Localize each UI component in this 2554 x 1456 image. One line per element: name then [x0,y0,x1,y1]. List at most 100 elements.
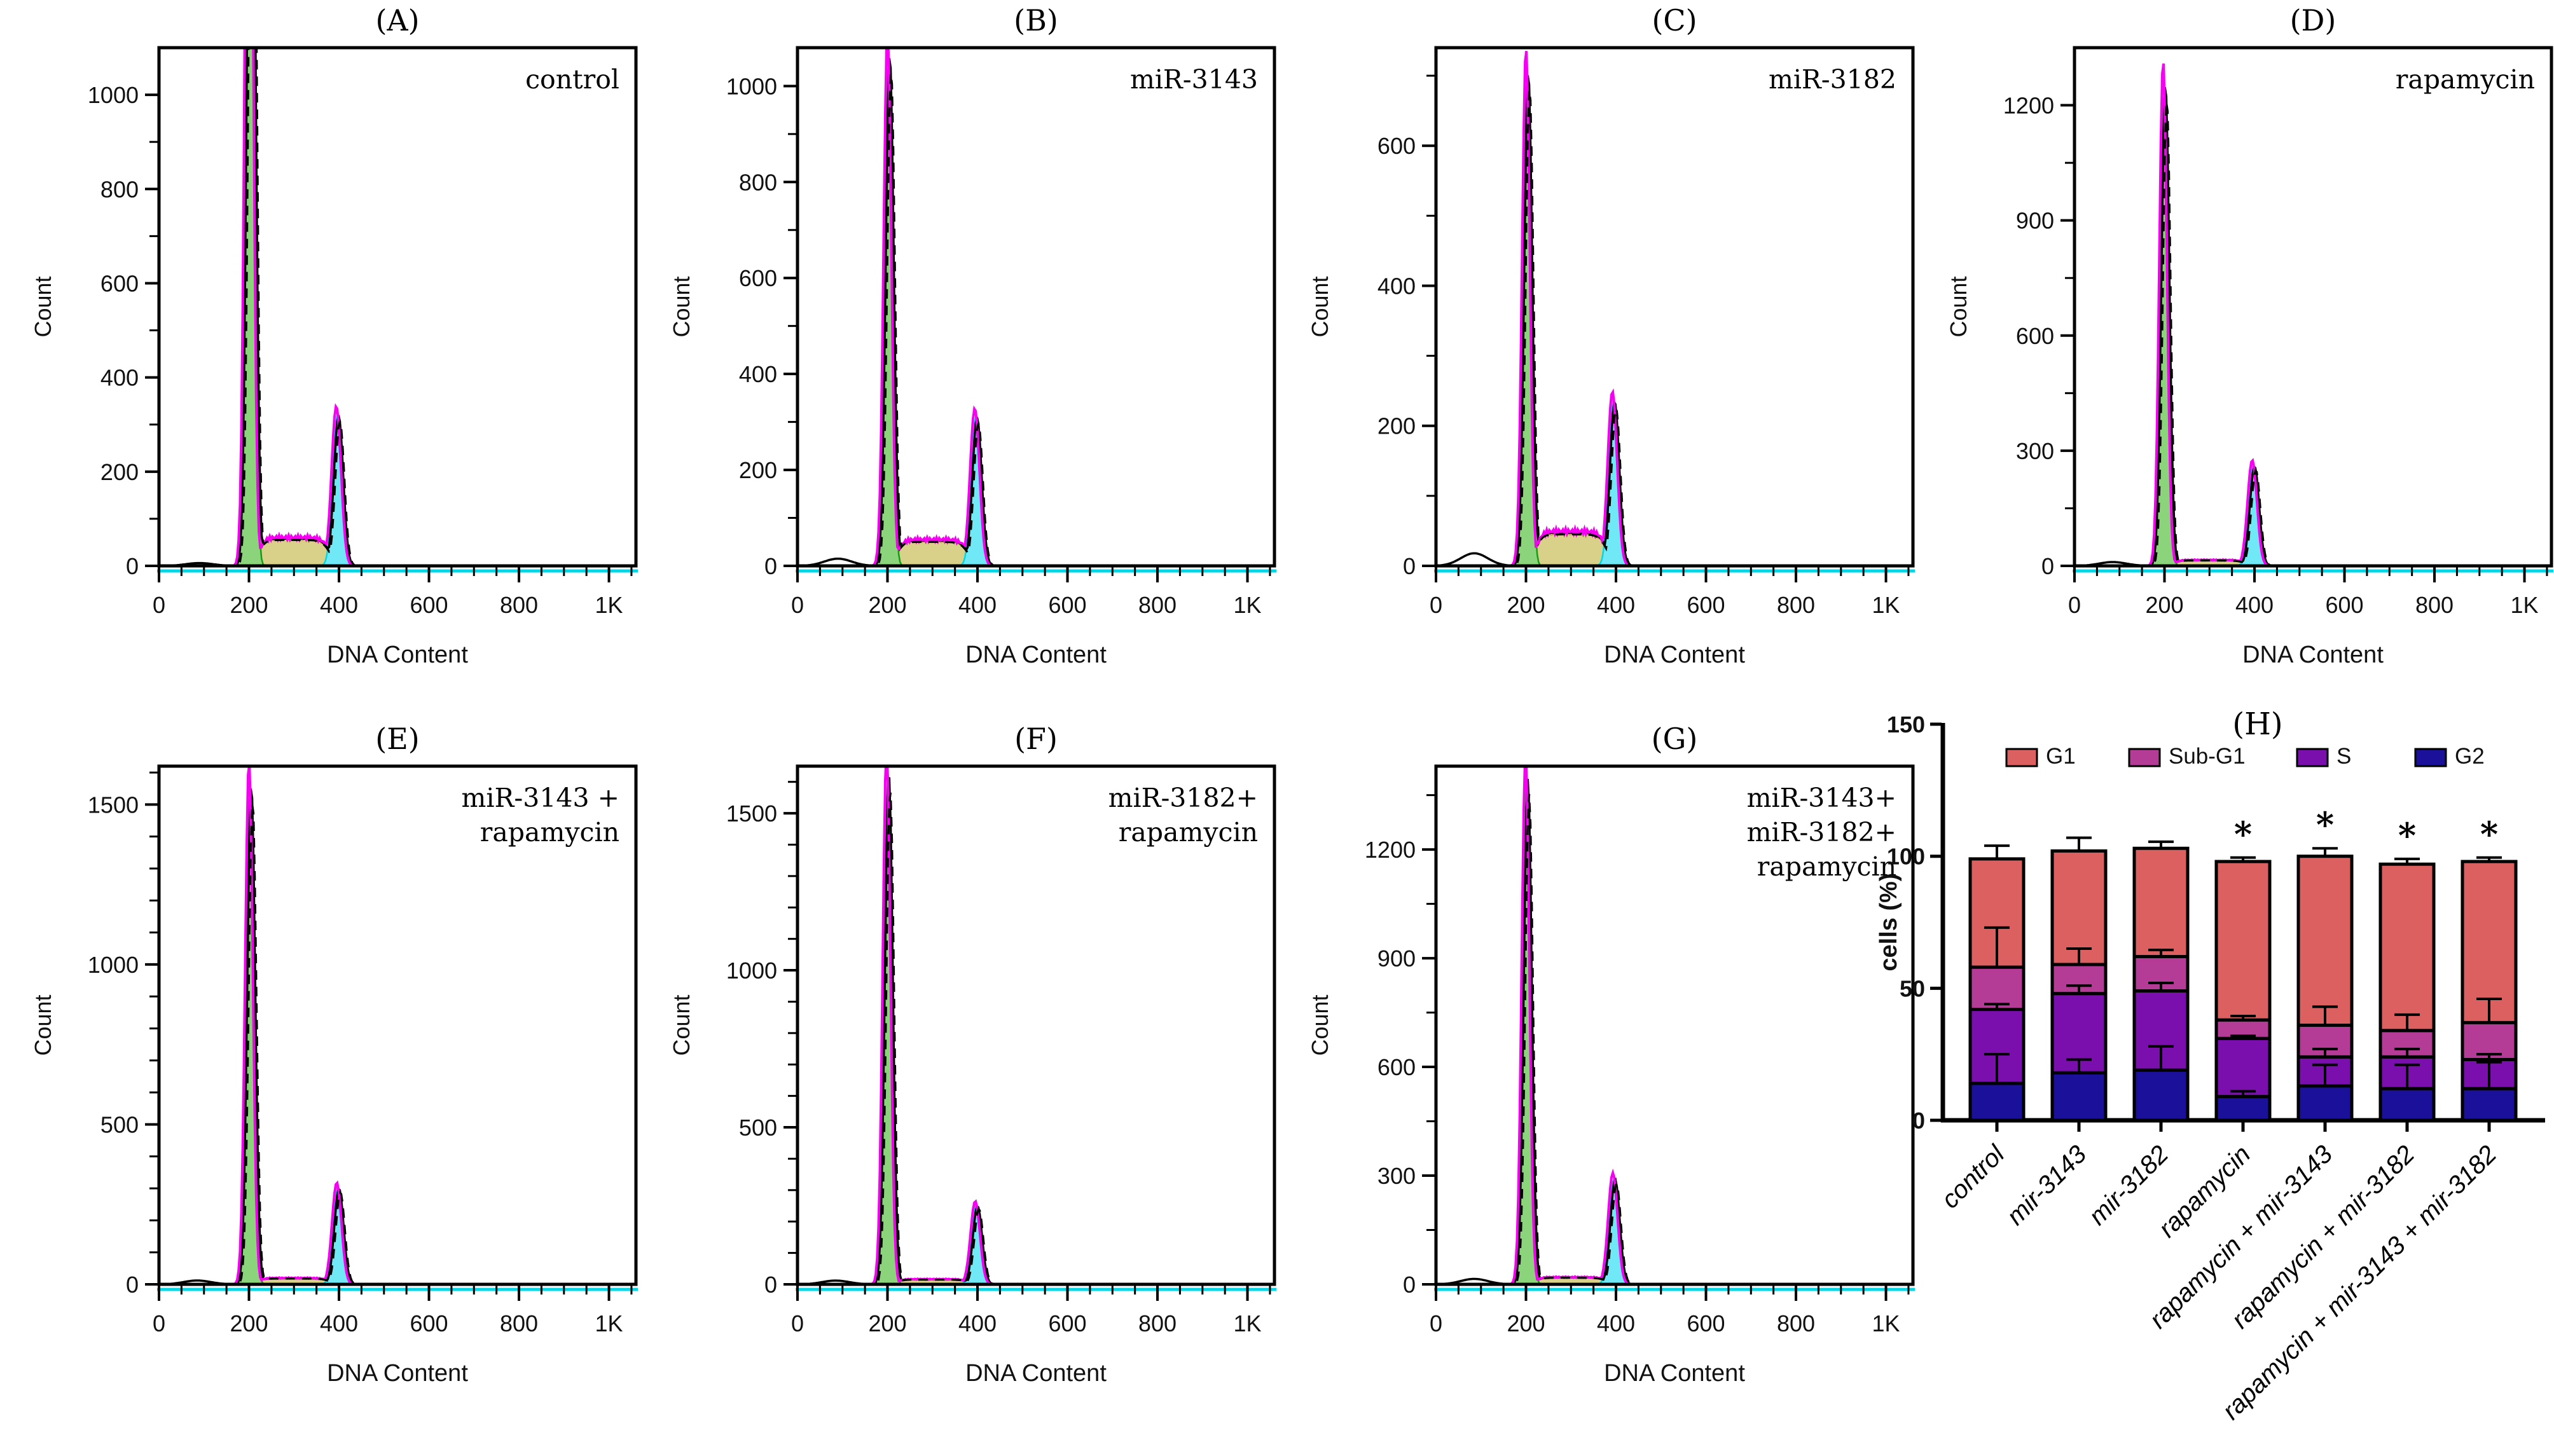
y-axis-tick-label: 600 [1377,133,1416,159]
x-axis-tick-label: 600 [1048,1310,1086,1336]
bar-segment-g1-5 [2296,855,2354,1027]
x-axis-tick-label: 0 [153,1310,165,1336]
panel-tag: (G) [1652,722,1698,756]
y-axis-tick-label: 0 [1912,1108,1925,1134]
g2-peak-area [1436,1178,1913,1284]
x-axis-tick-label: 0 [791,592,804,618]
treatment-label: miR-3143 [1130,64,1258,95]
panel-c-flow-histogram: 0 200 400 600 800 1K 0 200 400 600 (C) miR-3182 Coun… [1277,0,1916,712]
y-axis-tick-label: 400 [100,365,139,391]
y-axis-tick-label: 1500 [726,800,777,827]
bar-segment-g2-6 [2378,1087,2436,1122]
x-axis-tick-label: 0 [791,1310,804,1336]
x-axis-tick-label: 400 [320,1310,358,1336]
panel-tag: (E) [375,722,419,756]
histogram-svg-F: 0 200 400 600 800 1K 0 500 1000 1500 (F) miR-3182+ r… [668,722,1276,1387]
legend-label-sub-g1: Sub-G1 [2169,744,2246,769]
x-axis-tick-label: 400 [958,1310,997,1336]
treatment-label: miR-3182+ [1108,783,1258,813]
model-fit-envelope-magenta [797,48,1274,566]
y-axis-tick-label: 500 [100,1111,139,1137]
treatment-label: rapamycin [480,817,619,848]
x-axis-tick-label: 400 [1597,1310,1635,1336]
x-axis-title: DNA Content [1604,1360,1745,1387]
g1-peak-area [2074,88,2551,566]
y-axis-tick-label: 1200 [1365,837,1416,863]
x-axis-tick-label: 600 [1687,1310,1725,1336]
histogram-curves [797,48,1274,566]
plot-border [796,764,1276,1286]
x-axis-tick-label: 200 [230,1310,268,1336]
significance-star: * [2234,814,2252,855]
x-axis-tick-label: 200 [2145,592,2183,618]
x-axis-tick-label: 800 [2415,592,2454,618]
s-phase-area [1436,530,1913,566]
x-axis-title: DNA Content [965,642,1107,668]
x-axis-tick-label: 600 [2325,592,2363,618]
x-axis-tick-label: 1K [595,1310,623,1336]
x-axis-tick-label: 400 [1597,592,1635,618]
bar-segment-s-4 [2214,1036,2272,1099]
treatment-label: miR-3143 + [462,783,619,813]
panel-f-flow-histogram: 0 200 400 600 800 1K 0 500 1000 1500 (F) miR-3182+ r… [638,718,1277,1431]
x-axis-tick-label: 400 [958,592,997,618]
y-axis-title: Count [1945,276,1971,337]
x-axis-tick-label: 0 [1430,592,1442,618]
plot-border [2073,46,2553,568]
x-axis-title: DNA Content [965,1360,1107,1387]
y-axis-tick-label: 1000 [88,952,139,978]
bar-segment-g2-5 [2296,1084,2354,1122]
y-axis-tick-label: 1000 [88,82,139,108]
histogram-svg-B: 0 200 400 600 800 1K 0 200 400 600 800 1000 (B) miR-3… [668,3,1276,668]
x-axis-tick-label: 600 [410,1310,448,1336]
y-axis-title: Count [1307,994,1333,1055]
plot-border [1434,764,1915,1286]
model-fit-envelope-dashed [2074,101,2551,566]
g2-peak-area [1436,399,1913,566]
y-axis-title: Count [1307,276,1333,337]
model-fit-envelope-magenta [159,766,636,1284]
y-axis-tick-label: 300 [2016,438,2054,464]
x-axis-title: DNA Content [1604,642,1745,668]
x-axis-title: DNA Content [327,1360,468,1387]
y-axis-tick-label: 200 [100,459,139,485]
bar-segment-g2-7 [2461,1087,2518,1122]
panel-b-flow-histogram: 0 200 400 600 800 1K 0 200 400 600 800 1000 (B) miR-3… [638,0,1277,712]
x-axis-tick-label: 200 [230,592,268,618]
y-axis-tick-label: 0 [1403,553,1416,579]
bar-segment-g1-3 [2132,846,2190,959]
model-fit-envelope-magenta [1436,766,1913,1284]
histogram-svg-A: 0 200 400 600 800 1K 0 200 400 600 800 1000 (A) contr… [30,3,638,668]
y-axis-tick-label: 400 [1377,273,1416,299]
model-fit-envelope-magenta [1436,51,1913,566]
g2-peak-area [2074,465,2551,566]
y-axis-tick-label: 400 [739,361,777,387]
g2-peak-area [159,415,636,566]
y-axis-tick-label: 0 [764,1272,777,1298]
treatment-label: miR-3143+ [1747,783,1896,813]
x-axis-tick-label: 0 [2068,592,2081,618]
plot-border [796,46,1276,568]
legend-label-g2: G2 [2455,744,2485,769]
category-label: control [1936,1139,2010,1214]
x-axis-tick-label: 800 [500,1310,538,1336]
g1-peak-area [159,789,636,1284]
x-axis-tick-label: 400 [320,592,358,618]
x-axis-tick-label: 800 [1777,1310,1815,1336]
panel-e-flow-histogram: 0 200 400 600 800 1K 0 500 1000 1500 (E) miR-3143 +… [0,718,638,1431]
panel-tag: (F) [1014,722,1058,756]
treatment-label: rapamycin [1119,817,1258,848]
bar-segment-g2-1 [1968,1082,2026,1122]
x-axis-tick-label: 600 [410,592,448,618]
y-axis-tick-label: 0 [764,553,777,579]
significance-star: * [2316,804,2334,845]
g1-peak-area [797,774,1274,1284]
model-fit-envelope-magenta [2074,63,2551,566]
plot-border [157,46,638,568]
y-axis-title: cells (%) [1875,873,1902,971]
significance-star: * [2480,814,2498,855]
y-axis-tick-label: 800 [100,176,139,202]
x-axis-tick-label: 800 [1777,592,1815,618]
treatment-label: rapamycin [2396,64,2535,95]
y-axis-tick-label: 1500 [88,792,139,818]
